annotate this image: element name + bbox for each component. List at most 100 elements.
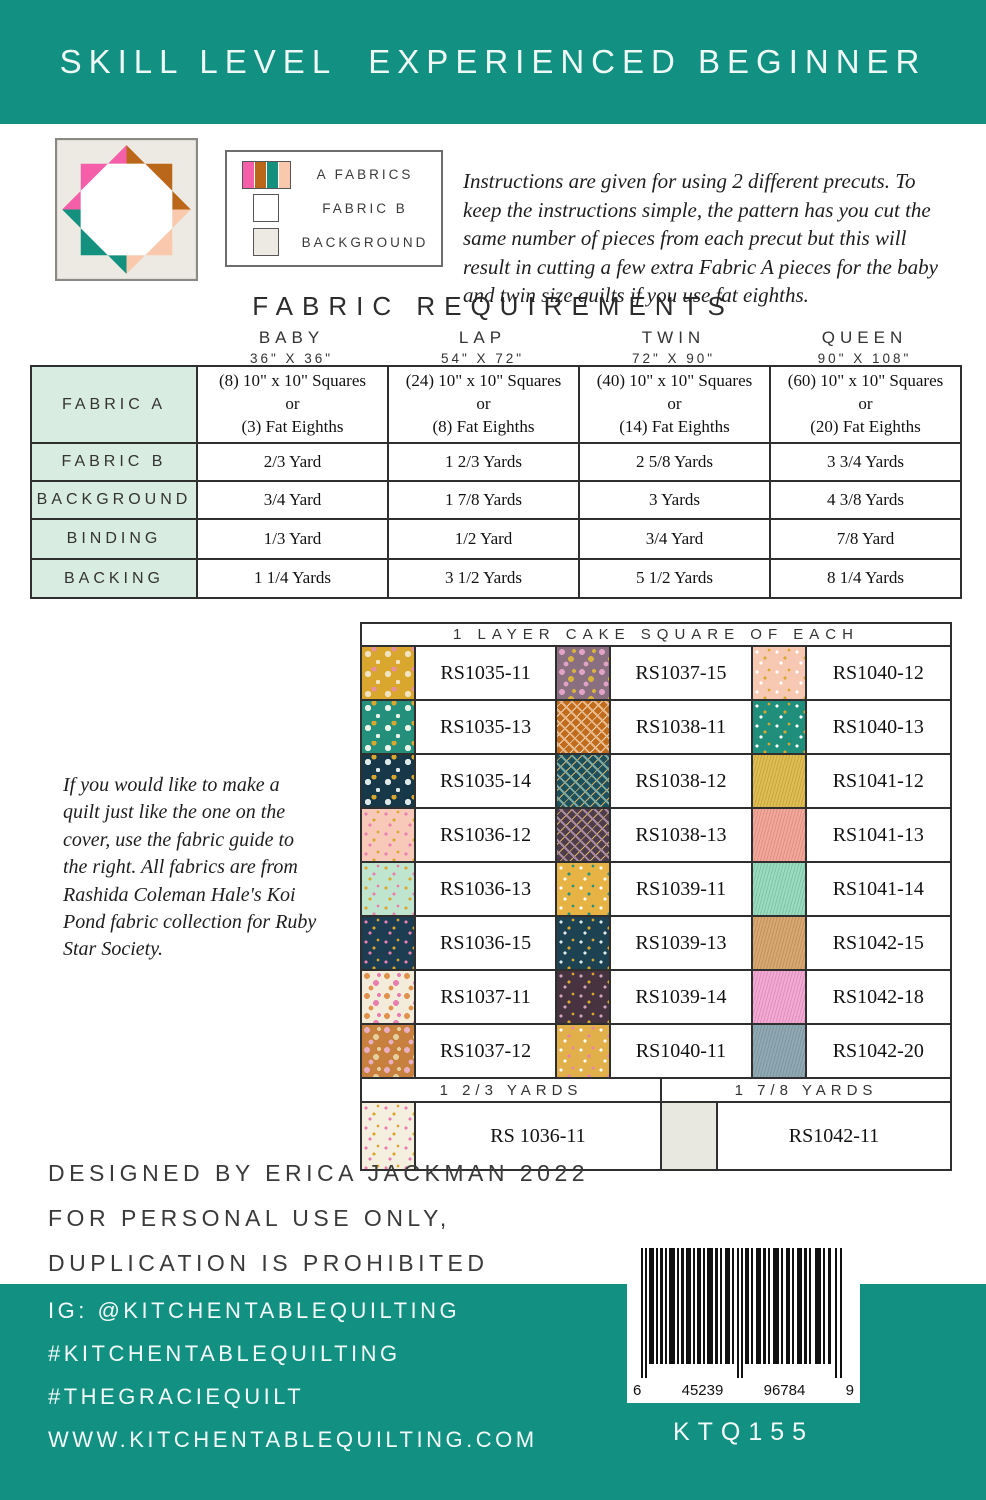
fabric-code: RS1037-15 xyxy=(611,647,753,699)
fabric-code: RS1035-11 xyxy=(416,647,558,699)
social-line: #KITCHENTABLEQUILTING xyxy=(48,1341,401,1366)
fabric-code: RS1041-14 xyxy=(832,877,924,900)
fabric-swatch xyxy=(362,809,416,861)
size-column-header: BABY 36" X 36" xyxy=(249,328,334,366)
legend-label: FABRIC B xyxy=(322,200,408,216)
fabric-code: RS1042-11 xyxy=(788,1124,880,1147)
background-swatch xyxy=(253,228,279,257)
designed-by-line: DESIGNED BY ERICA JACKMAN 2022 xyxy=(48,1160,590,1186)
layer-cake-row: RS1037-12 RS1040-11 RS1042-20 xyxy=(362,1025,950,1079)
layer-cake-row: RS1037-11 RS1039-14 RS1042-18 xyxy=(362,971,950,1025)
layer-cake-table: 1 LAYER CAKE SQUARE OF EACH RS1035-11 RS1… xyxy=(360,622,952,1171)
fabric-code: RS1036-15 xyxy=(416,917,558,969)
requirement-cell: 3 1/2 Yards xyxy=(387,558,580,599)
legend-label: BACKGROUND xyxy=(301,234,429,250)
fabric-note-paragraph: If you would like to make a quilt just l… xyxy=(63,774,317,961)
requirement-cell: 5 1/2 Yards xyxy=(578,558,771,599)
quilt-block-diagram xyxy=(55,138,198,281)
fabric-code: RS1040-11 xyxy=(611,1025,753,1077)
requirement-cell: 1 1/4 Yards xyxy=(196,558,389,599)
requirement-cell: 3 3/4 Yards xyxy=(769,442,962,482)
requirements-row: BACKGROUND 3/4 Yard 1 7/8 Yards 3 Yards 4 3/… xyxy=(30,480,962,520)
designed-by-line: DUPLICATION IS PROHIBITED xyxy=(48,1250,489,1276)
fabric-requirements-title: FABRIC REQUIREMENTS xyxy=(252,291,734,321)
requirement-cell: (40) 10" x 10" Squares or (14) Fat Eighths xyxy=(578,365,771,444)
designed-by-block: DESIGNED BY ERICA JACKMAN 2022 FOR PERSON… xyxy=(48,1160,589,1295)
legend-row-fabric-b: FABRIC B xyxy=(235,194,433,223)
fabric-requirements-table-body: FABRIC A (8) 10" x 10" Squares or (3) Fat E… xyxy=(30,365,962,599)
requirement-cell: 1/2 Yard xyxy=(387,518,580,560)
fabric-swatch xyxy=(557,971,612,1023)
fabric-swatch xyxy=(362,971,416,1023)
legend-row-background: BACKGROUND xyxy=(235,228,433,257)
fabric-code: RS1039-14 xyxy=(611,971,753,1023)
designed-by-line: FOR PERSONAL USE ONLY, xyxy=(48,1205,451,1231)
skill-level-banner: SKILL LEVEL EXPERIENCED BEGINNER xyxy=(0,0,986,124)
requirement-cell: 4 3/8 Yards xyxy=(769,480,962,520)
fabric-swatch xyxy=(362,917,416,969)
fabric-swatch xyxy=(362,755,416,807)
fabric-swatch xyxy=(557,701,612,753)
barcode: 6 45239 96784 9 xyxy=(627,1240,860,1403)
layer-cake-row: RS1035-11 RS1037-15 RS1040-12 xyxy=(362,647,950,701)
requirement-cell: (60) 10" x 10" Squares or (20) Fat Eighths xyxy=(769,365,962,444)
fabric-code: RS1039-13 xyxy=(611,917,753,969)
row-label: BINDING xyxy=(30,518,198,560)
barcode-digits: 6 45239 96784 9 xyxy=(633,1382,854,1399)
fabric-code: RS1037-12 xyxy=(416,1025,558,1077)
fabric-code: RS1038-13 xyxy=(611,809,753,861)
row-label: FABRIC A xyxy=(30,365,198,444)
requirement-cell: 1 2/3 Yards xyxy=(387,442,580,482)
fabric-swatch xyxy=(362,863,416,915)
requirements-row: FABRIC B 2/3 Yard 1 2/3 Yards 2 5/8 Yards 3 … xyxy=(30,442,962,482)
fabric-swatch xyxy=(362,701,416,753)
yardage-right: 1 7/8 YARDS xyxy=(734,1081,878,1099)
row-label: BACKING xyxy=(30,558,198,599)
sku-code: KTQ155 xyxy=(672,1418,815,1446)
requirement-cell: 2 5/8 Yards xyxy=(578,442,771,482)
requirement-cell: (24) 10" x 10" Squares or (8) Fat Eighths xyxy=(387,365,580,444)
fabric-code: RS1035-14 xyxy=(416,755,558,807)
fabric-swatch xyxy=(362,1103,416,1169)
fabric-code: RS1037-11 xyxy=(416,971,558,1023)
fabric-b-swatch xyxy=(253,194,279,223)
layer-cake-row: RS1035-13 RS1038-11 RS1040-13 xyxy=(362,701,950,755)
fabric-swatch xyxy=(662,1103,718,1169)
requirements-row: BACKING 1 1/4 Yards 3 1/2 Yards 5 1/2 Yards… xyxy=(30,558,962,599)
row-label: FABRIC B xyxy=(30,442,198,482)
social-line: IG: @KITCHENTABLEQUILTING xyxy=(48,1298,461,1323)
requirement-cell: 8 1/4 Yards xyxy=(769,558,962,599)
fabric-swatch xyxy=(362,1025,416,1077)
requirement-cell: 7/8 Yard xyxy=(769,518,962,560)
size-column-headers: BABY 36" X 36" LAP 54" X 72" TWIN 72" X 90" QU… xyxy=(196,328,960,366)
fabric-swatch xyxy=(752,1025,807,1077)
legend-label: A FABRICS xyxy=(316,167,414,183)
requirement-cell: (8) 10" x 10" Squares or (3) Fat Eighths xyxy=(196,365,389,444)
fabric-swatch xyxy=(557,809,612,861)
legend-row-a-fabrics: A FABRICS xyxy=(235,160,433,189)
layer-cake-row: RS1036-15 RS1039-13 RS1042-15 xyxy=(362,917,950,971)
fabric-code: RS1038-12 xyxy=(611,755,753,807)
social-line: WWW.KITCHENTABLEQUILTING.COM xyxy=(48,1427,538,1452)
skill-level-text: SKILL LEVEL EXPERIENCED BEGINNER xyxy=(59,43,927,80)
requirement-cell: 1 7/8 Yards xyxy=(387,480,580,520)
row-label: BACKGROUND xyxy=(30,480,198,520)
fabric-swatch xyxy=(362,647,416,699)
requirement-cell: 3/4 Yard xyxy=(196,480,389,520)
fabric-code: RS1036-12 xyxy=(416,809,558,861)
fabric-requirements-table: FABRIC A (8) 10" x 10" Squares or (3) Fat E… xyxy=(30,365,962,599)
fabric-swatch xyxy=(557,863,612,915)
size-column-header: TWIN 72" X 90" xyxy=(631,328,716,366)
size-column-header: LAP 54" X 72" xyxy=(440,328,525,366)
fabric-swatch xyxy=(752,755,807,807)
fabric-swatch xyxy=(752,701,807,753)
fabric-swatch xyxy=(752,971,807,1023)
requirement-cell: 1/3 Yard xyxy=(196,518,389,560)
fabric-code: RS1041-12 xyxy=(832,769,924,792)
fabric-swatch xyxy=(752,809,807,861)
fabric-code: RS1041-13 xyxy=(832,823,924,846)
layer-cake-bottom-row: RS 1036-11 RS1042-11 xyxy=(362,1103,950,1169)
layer-cake-row: RS1036-13 RS1039-11 RS1041-14 xyxy=(362,863,950,917)
size-column-header: QUEEN 90" X 108" xyxy=(817,328,912,366)
social-line: #THEGRACIEQUILT xyxy=(48,1384,305,1409)
